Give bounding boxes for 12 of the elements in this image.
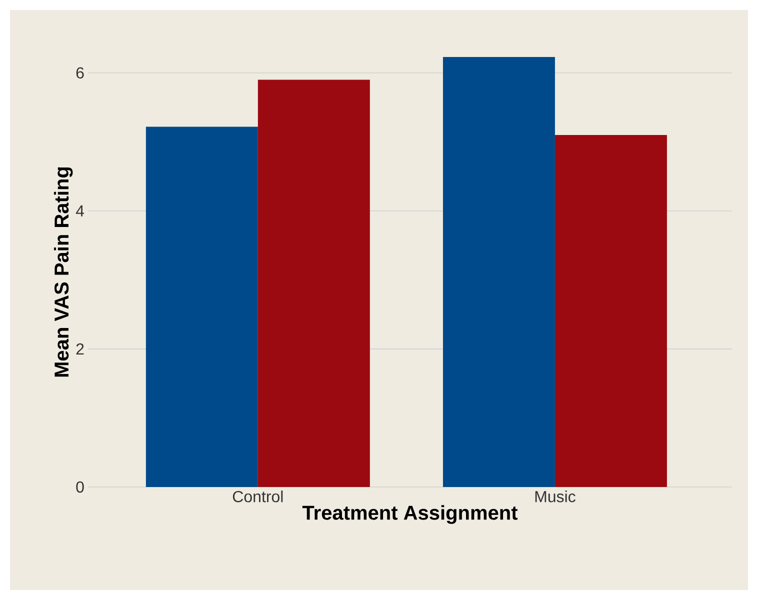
y-axis-title: Mean VAS Pain Rating bbox=[54, 167, 73, 377]
bar bbox=[554, 134, 667, 487]
y-tick-label: 0 bbox=[76, 481, 84, 493]
y-tick-label: 6 bbox=[76, 67, 84, 79]
bar bbox=[146, 126, 258, 487]
x-tick-label: Music bbox=[535, 490, 576, 502]
y-tick-label: 2 bbox=[76, 343, 84, 355]
bar bbox=[258, 80, 370, 487]
x-tick-label: Control bbox=[232, 490, 283, 502]
bar bbox=[442, 56, 555, 487]
y-tick-label: 4 bbox=[76, 205, 84, 216]
x-axis-title: Treatment Assignment bbox=[302, 505, 518, 524]
